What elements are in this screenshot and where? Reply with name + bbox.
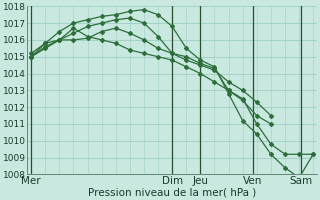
X-axis label: Pression niveau de la mer( hPa ): Pression niveau de la mer( hPa ): [88, 187, 256, 197]
